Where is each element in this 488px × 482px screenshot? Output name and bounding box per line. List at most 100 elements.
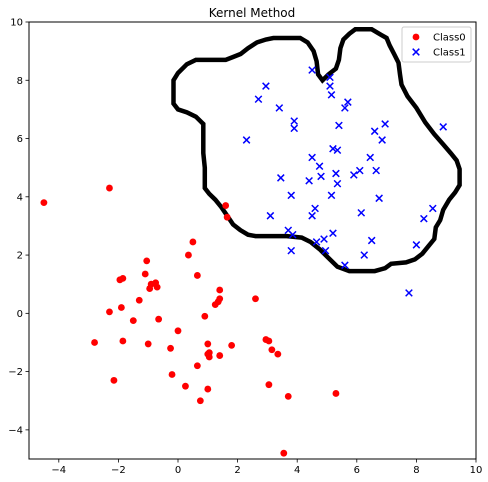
- legend: Class0 Class1: [401, 26, 472, 63]
- plot-area: [40, 27, 462, 457]
- point-class0: [280, 449, 288, 457]
- point-class0: [106, 308, 113, 316]
- legend-label-class1: Class1: [433, 48, 466, 59]
- point-class0: [223, 213, 231, 221]
- chart-title: Kernel Method: [209, 6, 296, 20]
- point-class0: [135, 296, 143, 304]
- point-class0: [204, 340, 212, 348]
- point-class1: [375, 194, 383, 203]
- point-class1: [276, 174, 285, 182]
- point-class1: [320, 235, 328, 243]
- point-class0: [110, 376, 118, 384]
- point-class0: [144, 340, 152, 348]
- point-class1: [308, 153, 316, 162]
- point-class0: [182, 382, 189, 390]
- axes-frame: [28, 21, 477, 460]
- point-class0: [153, 283, 161, 291]
- point-class0: [205, 349, 213, 357]
- point-class0: [91, 339, 98, 346]
- point-class1: [378, 136, 386, 144]
- legend-label-class0: Class0: [433, 33, 466, 44]
- point-class0: [141, 270, 149, 278]
- point-class1: [372, 166, 381, 175]
- point-class1: [412, 241, 421, 249]
- point-class1: [262, 82, 270, 90]
- point-class0: [204, 385, 212, 393]
- y-tick-label: 6: [17, 134, 23, 145]
- point-class1: [381, 120, 389, 128]
- point-class1: [329, 229, 337, 238]
- series-class0: [40, 184, 340, 457]
- point-class0: [201, 312, 209, 320]
- point-class0: [155, 315, 163, 323]
- point-class1: [349, 171, 358, 179]
- point-class0: [189, 238, 197, 246]
- point-class0: [119, 337, 127, 345]
- y-tick-label: 4: [17, 192, 23, 203]
- point-class1: [312, 238, 321, 246]
- point-class1: [287, 246, 296, 255]
- x-tick-label: −2: [111, 465, 126, 476]
- point-class0: [252, 295, 259, 303]
- point-class1: [254, 95, 263, 104]
- point-class0: [119, 274, 127, 282]
- y-tick-label: 10: [10, 18, 23, 29]
- axes: −4 −2 0 2 4 6 8 10 −4 −2 0 2 4 6 8 10: [8, 18, 482, 477]
- point-class1: [329, 144, 337, 153]
- point-class1: [355, 166, 364, 175]
- point-class1: [341, 104, 349, 112]
- point-class0: [168, 371, 176, 378]
- point-class1: [360, 251, 369, 259]
- point-class1: [305, 176, 313, 185]
- point-class1: [242, 136, 251, 144]
- point-class1: [335, 121, 343, 130]
- point-class0: [216, 286, 224, 294]
- x-tick-label: 4: [294, 465, 300, 476]
- point-class0: [193, 272, 201, 279]
- point-class0: [332, 390, 340, 397]
- legend-marker-class1: [412, 48, 420, 56]
- point-class1: [327, 191, 336, 200]
- point-class1: [367, 236, 376, 245]
- point-class0: [222, 202, 230, 209]
- point-class1: [287, 191, 296, 200]
- point-class1: [317, 172, 325, 181]
- point-class1: [290, 117, 299, 125]
- point-class1: [439, 123, 448, 131]
- point-class0: [167, 344, 174, 352]
- point-class1: [315, 162, 324, 171]
- point-class0: [211, 301, 219, 308]
- point-class0: [284, 392, 292, 400]
- point-class1: [290, 124, 299, 133]
- point-class0: [106, 184, 113, 192]
- point-class0: [117, 304, 125, 311]
- y-tick-label: 2: [17, 251, 23, 262]
- x-tick-label: 10: [470, 465, 483, 476]
- y-tick-label: −2: [8, 367, 23, 378]
- point-class1: [308, 66, 316, 74]
- point-class1: [344, 98, 352, 106]
- point-class1: [327, 91, 336, 99]
- point-class0: [146, 285, 154, 292]
- point-class1: [357, 208, 366, 217]
- point-class1: [311, 204, 319, 213]
- point-class0: [196, 397, 204, 405]
- point-class1: [326, 82, 334, 90]
- y-tick-label: 8: [17, 76, 23, 87]
- point-class0: [40, 199, 48, 207]
- point-class1: [341, 261, 349, 270]
- point-class0: [174, 327, 182, 335]
- point-class1: [326, 73, 334, 82]
- point-class1: [321, 246, 330, 255]
- point-class1: [370, 127, 379, 136]
- point-class1: [366, 153, 375, 162]
- x-tick-label: −4: [51, 465, 66, 476]
- point-class1: [332, 169, 340, 178]
- point-class1: [428, 204, 437, 213]
- decision-boundary: [171, 27, 462, 274]
- x-tick-label: 6: [354, 465, 360, 476]
- point-class1: [308, 211, 316, 220]
- point-class1: [288, 230, 297, 239]
